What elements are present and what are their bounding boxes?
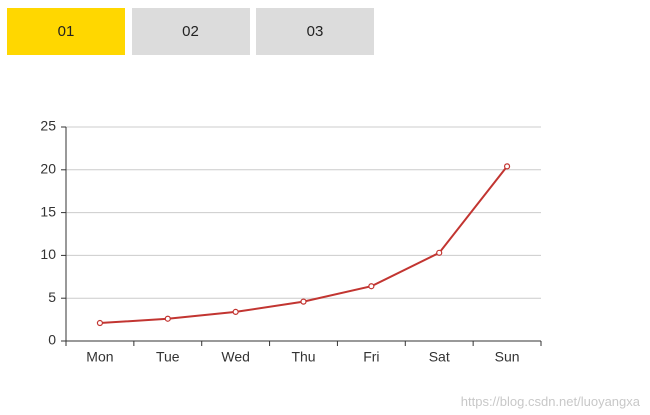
point <box>368 283 375 290</box>
x-tick-label: Tue <box>156 349 180 365</box>
point <box>164 315 171 322</box>
x-tick-label: Mon <box>86 349 113 365</box>
x-tick-label: Fri <box>363 349 379 365</box>
watermark: https://blog.csdn.net/luoyangxa <box>460 394 640 409</box>
point <box>503 163 511 170</box>
x-tick-label: Sun <box>495 349 520 365</box>
y-tick-label: 10 <box>40 246 56 262</box>
point <box>436 249 443 256</box>
point <box>96 319 104 327</box>
point <box>300 298 307 305</box>
tab[interactable]: 02 <box>131 8 250 55</box>
x-tick-label: Sat <box>429 349 450 365</box>
y-tick-label: 5 <box>48 289 56 305</box>
x-tick-label: Wed <box>221 349 250 365</box>
point <box>232 308 239 315</box>
y-tick-label: 0 <box>48 332 56 348</box>
y-tick-label: 25 <box>40 118 56 134</box>
y-tick-label: 15 <box>40 203 56 219</box>
tab[interactable]: 01 <box>7 8 125 55</box>
y-tick-label: 20 <box>40 161 56 177</box>
x-tick-label: Thu <box>291 349 315 365</box>
tab[interactable]: 03 <box>256 8 374 55</box>
